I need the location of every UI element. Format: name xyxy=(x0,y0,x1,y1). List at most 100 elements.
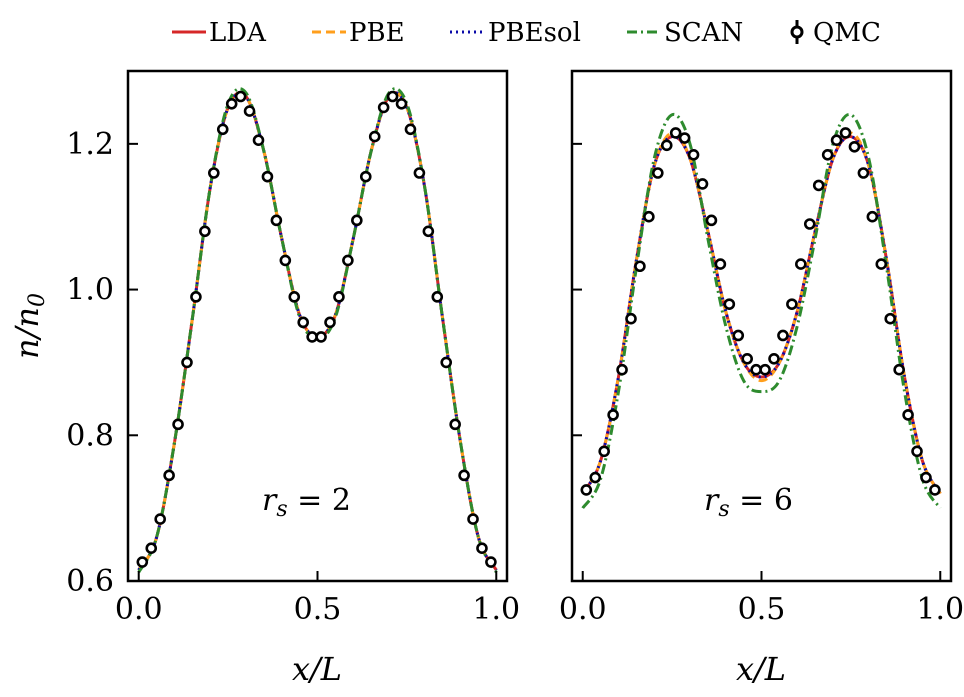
qmc-point xyxy=(812,179,825,192)
qmc-point xyxy=(669,127,682,139)
qmc-point xyxy=(270,214,283,227)
qmc-point xyxy=(768,352,780,365)
y-axis-label: n/n0 xyxy=(8,293,50,359)
qmc-point xyxy=(279,254,292,267)
qmc-point xyxy=(660,139,673,152)
panel-rs6-plot xyxy=(580,112,942,510)
legend-label-lda: LDA xyxy=(209,18,267,48)
qmc-point xyxy=(422,225,435,238)
legend-label-pbe: PBE xyxy=(349,18,405,48)
qmc-point xyxy=(413,167,426,179)
qmc-point xyxy=(821,148,834,161)
qmc-point xyxy=(359,170,372,183)
qmc-point xyxy=(857,167,870,179)
qmc-point xyxy=(476,542,488,555)
qmc-point xyxy=(368,130,381,143)
panel-rs6: 0.0 0.5 1.0 rs = 6 x/L xyxy=(559,69,964,688)
panel-rs2-ticks: 0.0 0.5 1.0 0.6 0.8 1.0 1.2 xyxy=(66,127,520,627)
qmc-point xyxy=(181,356,193,369)
qmc-point xyxy=(351,214,363,227)
qmc-point xyxy=(589,471,602,484)
qmc-point xyxy=(893,363,905,376)
qmc-point xyxy=(333,291,345,303)
x-tick-label: 0.0 xyxy=(559,592,607,627)
qmc-point xyxy=(485,556,497,568)
qmc-point xyxy=(252,134,265,147)
panel-rs6-xlabel: x/L xyxy=(736,650,786,688)
qmc-point xyxy=(911,445,923,458)
qmc-point xyxy=(154,513,166,525)
y-tick-label: 1.2 xyxy=(66,127,114,162)
qmc-point xyxy=(616,363,628,376)
series-line-pbe xyxy=(581,131,942,495)
x-tick-label: 0.5 xyxy=(738,592,786,627)
qmc-point xyxy=(678,132,691,144)
legend: LDA PBE PBEsol SCAN QMC xyxy=(172,18,881,48)
panel-rs2-xlabel: x/L xyxy=(292,650,342,688)
qmc-point xyxy=(234,90,247,103)
qmc-point xyxy=(386,90,399,103)
qmc-point xyxy=(136,556,149,568)
y-tick-label: 0.6 xyxy=(66,564,114,599)
panel-rs2-plot xyxy=(136,87,498,574)
x-tick-label: 0.0 xyxy=(115,592,163,627)
qmc-point xyxy=(580,484,593,496)
series-line-scan xyxy=(581,112,942,510)
qmc-point xyxy=(777,329,789,342)
qmc-point xyxy=(288,291,301,303)
qmc-point xyxy=(705,214,718,227)
qmc-point xyxy=(652,167,664,179)
qmc-point xyxy=(848,140,861,153)
qmc-point xyxy=(732,329,745,342)
qmc-point xyxy=(395,97,408,110)
qmc-point xyxy=(172,418,184,431)
qmc-point xyxy=(607,409,619,421)
qmc-point xyxy=(467,513,479,525)
qmc-point xyxy=(190,291,202,303)
y-tick-label: 1.0 xyxy=(66,273,114,308)
qmc-point xyxy=(449,418,461,431)
qmc-point xyxy=(634,260,646,273)
qmc-point xyxy=(723,298,736,310)
qmc-point xyxy=(884,312,897,325)
qmc-point xyxy=(866,210,879,223)
qmc-point xyxy=(839,127,852,139)
legend-label-scan: SCAN xyxy=(664,18,743,48)
qmc-point xyxy=(920,471,932,484)
legend-label-pbesol: PBEsol xyxy=(488,18,581,48)
qmc-point xyxy=(225,97,238,110)
qmc-point xyxy=(830,134,843,147)
qmc-point xyxy=(261,170,274,183)
qmc-point xyxy=(625,312,637,325)
qmc-point xyxy=(199,225,211,238)
qmc-point xyxy=(929,484,941,496)
qmc-point xyxy=(342,254,354,267)
panel-rs2-annotation: rs = 2 xyxy=(262,483,351,522)
qmc-point xyxy=(902,409,914,421)
x-tick-label: 1.0 xyxy=(916,592,964,627)
qmc-point xyxy=(145,542,158,555)
qmc-point xyxy=(315,331,327,343)
qmc-point xyxy=(377,101,390,114)
panel-rs6-ticks: 0.0 0.5 1.0 xyxy=(559,142,964,627)
y-tick-label: 0.8 xyxy=(66,418,114,453)
qmc-point xyxy=(875,258,888,270)
qmc-point xyxy=(404,123,417,136)
x-tick-label: 0.5 xyxy=(294,592,342,627)
qmc-point xyxy=(208,167,220,179)
qmc-point xyxy=(786,298,798,310)
panel-rs2: 0.0 0.5 1.0 0.6 0.8 1.0 1.2 rs = 2 x/L xyxy=(66,69,520,688)
qmc-point xyxy=(643,210,655,223)
qmc-point xyxy=(243,105,256,117)
qmc-point xyxy=(714,258,727,270)
qmc-point xyxy=(297,316,310,329)
qmc-point xyxy=(803,218,816,230)
qmc-point xyxy=(687,148,700,161)
qmc-point xyxy=(759,363,771,376)
qmc-point xyxy=(741,352,754,365)
qmc-point xyxy=(216,123,229,136)
legend-label-qmc: QMC xyxy=(813,18,881,48)
qmc-point xyxy=(440,356,453,369)
x-tick-label: 1.0 xyxy=(472,592,520,627)
